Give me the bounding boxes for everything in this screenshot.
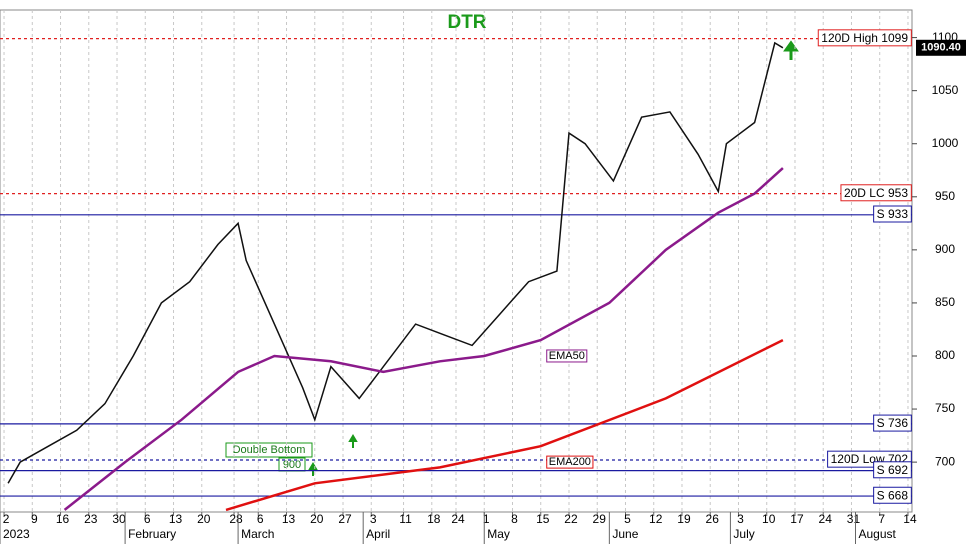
x-tick-label: 31 <box>847 512 861 526</box>
x-tick-label: 20 <box>310 512 324 526</box>
y-tick-label: 1000 <box>932 136 959 150</box>
level-label: S 668 <box>877 488 909 502</box>
annotation: Double Bottom 900 <box>225 442 313 472</box>
month-label: August <box>859 527 897 541</box>
level-label: 120D High 1099 <box>821 31 908 45</box>
y-tick-label: 1050 <box>932 83 959 97</box>
level-label-box <box>840 184 912 202</box>
x-tick-label: 17 <box>790 512 804 526</box>
y-tick-label: 900 <box>935 242 955 256</box>
series-label: EMA200 <box>549 456 591 468</box>
x-tick-label: 23 <box>84 512 98 526</box>
month-label: May <box>487 527 510 541</box>
level-label: 20D LC 953 <box>844 186 908 200</box>
plot-area <box>0 9 913 513</box>
x-tick-label: 22 <box>564 512 578 526</box>
x-tick-label: 19 <box>677 512 691 526</box>
x-tick-label: 27 <box>338 512 352 526</box>
x-tick-label: 24 <box>819 512 833 526</box>
series-label: EMA50 <box>549 350 585 362</box>
x-tick-label: 13 <box>169 512 183 526</box>
x-tick-label: 9 <box>31 512 38 526</box>
series-line <box>7 41 784 484</box>
level-label-box <box>873 414 912 432</box>
level-label: S 933 <box>877 207 909 221</box>
last-price-label: 1090.40 <box>921 42 961 54</box>
last-price-box <box>916 39 966 56</box>
level-label: S 692 <box>877 463 909 477</box>
series-label-box <box>546 455 594 469</box>
x-tick-label: 14 <box>903 512 917 526</box>
up-arrow <box>348 434 358 448</box>
x-tick-label: 18 <box>427 512 441 526</box>
x-tick-label: 3 <box>737 512 744 526</box>
x-tick-label: 5 <box>624 512 631 526</box>
level-label-box <box>873 486 912 504</box>
x-tick-label: 11 <box>399 512 412 526</box>
x-tick-label: 28 <box>229 512 243 526</box>
annotation-box <box>225 442 313 458</box>
y-tick-label: 850 <box>935 295 955 309</box>
level-label-box <box>873 205 912 223</box>
series-label-box <box>546 349 588 363</box>
x-tick-label: 3 <box>370 512 377 526</box>
x-tick-label: 10 <box>762 512 776 526</box>
annotation-text: 900 <box>283 459 301 471</box>
chart-title: DTR <box>447 12 486 33</box>
x-tick-label: 15 <box>536 512 550 526</box>
y-tick-label: 700 <box>935 454 955 468</box>
x-tick-label: 12 <box>649 512 663 526</box>
x-tick-label: 24 <box>451 512 465 526</box>
series-line <box>63 167 784 511</box>
x-tick-label: 29 <box>593 512 607 526</box>
level-label-box <box>817 29 912 47</box>
x-tick-label: 30 <box>112 512 126 526</box>
x-tick-label: 8 <box>511 512 518 526</box>
y-tick-label: 750 <box>935 401 955 415</box>
x-tick-label: 6 <box>144 512 151 526</box>
x-tick-label: 26 <box>706 512 720 526</box>
x-tick-label: 13 <box>282 512 296 526</box>
month-label: February <box>128 527 176 541</box>
x-tick-label: 6 <box>257 512 264 526</box>
x-tick-label: 20 <box>197 512 211 526</box>
up-arrow <box>783 40 799 60</box>
month-label: 2023 <box>3 527 30 541</box>
y-tick-label: 950 <box>935 189 955 203</box>
month-label: July <box>733 527 754 541</box>
x-tick-label: 16 <box>56 512 70 526</box>
x-tick-label: 1 <box>483 512 490 526</box>
month-label: June <box>612 527 638 541</box>
series-line <box>225 338 784 512</box>
y-tick-label: 800 <box>935 348 955 362</box>
annotation-text: Double Bottom <box>233 444 306 456</box>
month-label: April <box>366 527 390 541</box>
x-tick-label: 2 <box>3 512 10 526</box>
level-label: S 736 <box>877 416 909 430</box>
month-label: March <box>241 527 274 541</box>
x-tick-label: 7 <box>878 512 885 526</box>
level-label-box <box>873 461 912 479</box>
